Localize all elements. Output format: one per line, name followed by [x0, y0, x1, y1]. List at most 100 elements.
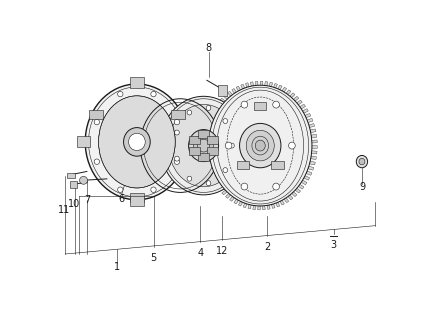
- Text: 11: 11: [58, 205, 71, 215]
- Polygon shape: [228, 91, 233, 96]
- Polygon shape: [229, 196, 234, 201]
- Polygon shape: [294, 96, 299, 101]
- Ellipse shape: [209, 85, 312, 206]
- Polygon shape: [204, 132, 210, 135]
- Ellipse shape: [206, 106, 211, 110]
- Polygon shape: [303, 109, 308, 113]
- Text: 9: 9: [359, 182, 365, 192]
- Ellipse shape: [84, 83, 190, 201]
- Ellipse shape: [129, 133, 145, 150]
- Polygon shape: [288, 195, 293, 200]
- Ellipse shape: [359, 158, 365, 165]
- Polygon shape: [234, 199, 239, 204]
- FancyBboxPatch shape: [198, 130, 209, 138]
- Polygon shape: [284, 198, 289, 203]
- Polygon shape: [267, 205, 270, 209]
- Ellipse shape: [123, 128, 150, 156]
- Polygon shape: [310, 129, 316, 132]
- Ellipse shape: [187, 176, 192, 181]
- FancyBboxPatch shape: [130, 77, 144, 88]
- FancyBboxPatch shape: [70, 181, 77, 188]
- Polygon shape: [309, 124, 315, 127]
- Polygon shape: [253, 205, 256, 210]
- Polygon shape: [212, 178, 218, 182]
- Polygon shape: [271, 204, 275, 208]
- Ellipse shape: [246, 130, 274, 161]
- Polygon shape: [305, 113, 311, 118]
- Polygon shape: [207, 169, 213, 173]
- FancyBboxPatch shape: [77, 137, 90, 147]
- Text: 4: 4: [197, 248, 204, 258]
- FancyBboxPatch shape: [130, 196, 144, 206]
- FancyBboxPatch shape: [237, 162, 249, 169]
- Ellipse shape: [273, 101, 279, 108]
- Polygon shape: [205, 126, 211, 130]
- Polygon shape: [232, 89, 236, 93]
- FancyBboxPatch shape: [189, 136, 200, 144]
- Polygon shape: [205, 159, 210, 162]
- Text: 8: 8: [206, 43, 212, 53]
- Ellipse shape: [151, 187, 156, 192]
- Polygon shape: [278, 85, 282, 90]
- Ellipse shape: [225, 142, 232, 149]
- Polygon shape: [295, 188, 301, 193]
- Polygon shape: [311, 151, 317, 154]
- FancyBboxPatch shape: [271, 162, 284, 169]
- Polygon shape: [274, 84, 278, 88]
- Polygon shape: [298, 184, 304, 189]
- Ellipse shape: [174, 156, 179, 161]
- Text: 6: 6: [119, 194, 125, 204]
- Ellipse shape: [273, 183, 279, 190]
- Polygon shape: [211, 111, 216, 116]
- Ellipse shape: [168, 104, 239, 187]
- Polygon shape: [258, 206, 260, 210]
- FancyBboxPatch shape: [171, 109, 185, 119]
- Ellipse shape: [241, 101, 248, 108]
- Polygon shape: [290, 93, 295, 98]
- Polygon shape: [210, 173, 216, 178]
- Ellipse shape: [99, 96, 175, 188]
- Polygon shape: [308, 166, 314, 170]
- Polygon shape: [226, 194, 231, 198]
- Polygon shape: [282, 87, 287, 92]
- FancyBboxPatch shape: [218, 85, 227, 96]
- Polygon shape: [216, 102, 222, 107]
- Ellipse shape: [80, 176, 87, 184]
- Polygon shape: [213, 107, 219, 111]
- Polygon shape: [311, 134, 317, 138]
- Polygon shape: [297, 100, 302, 105]
- Polygon shape: [306, 171, 312, 175]
- Ellipse shape: [118, 92, 123, 97]
- Text: 3: 3: [330, 241, 337, 251]
- Text: 7: 7: [84, 195, 90, 205]
- Polygon shape: [246, 83, 249, 87]
- Ellipse shape: [174, 119, 180, 125]
- Ellipse shape: [85, 84, 189, 200]
- FancyBboxPatch shape: [254, 102, 266, 110]
- FancyBboxPatch shape: [130, 193, 144, 202]
- Polygon shape: [250, 82, 253, 86]
- Ellipse shape: [241, 183, 248, 190]
- Text: 2: 2: [264, 242, 270, 252]
- Polygon shape: [280, 200, 284, 205]
- Polygon shape: [300, 104, 306, 109]
- Text: 1: 1: [114, 261, 120, 272]
- Polygon shape: [248, 204, 251, 209]
- Polygon shape: [203, 143, 209, 146]
- Polygon shape: [312, 146, 317, 148]
- Ellipse shape: [174, 159, 180, 164]
- Polygon shape: [307, 118, 313, 123]
- Ellipse shape: [94, 119, 100, 125]
- Polygon shape: [236, 86, 240, 91]
- Text: 10: 10: [68, 199, 81, 209]
- Polygon shape: [215, 182, 221, 187]
- Ellipse shape: [255, 140, 265, 151]
- Ellipse shape: [356, 156, 368, 168]
- Polygon shape: [218, 186, 224, 191]
- Polygon shape: [243, 203, 247, 208]
- Polygon shape: [241, 84, 245, 89]
- Polygon shape: [260, 81, 263, 85]
- Polygon shape: [265, 82, 268, 86]
- Polygon shape: [286, 90, 291, 95]
- Polygon shape: [206, 164, 212, 168]
